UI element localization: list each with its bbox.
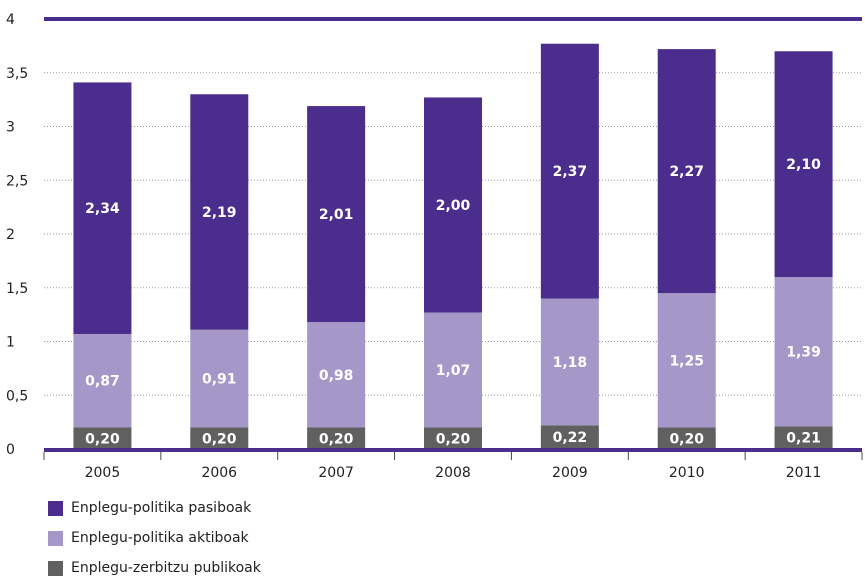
bar-segment xyxy=(424,427,482,449)
bar-segment xyxy=(73,333,132,428)
bar-segment xyxy=(540,425,599,449)
bar-segment xyxy=(190,329,249,428)
bar-segment xyxy=(657,427,716,449)
data-label: 2,37 xyxy=(553,164,588,180)
x-tick-label: 2008 xyxy=(435,465,471,481)
data-label: 1,18 xyxy=(553,355,588,371)
bar-segment xyxy=(540,298,599,426)
y-tick-label: 3 xyxy=(6,120,15,136)
y-tick-label: 4 xyxy=(6,12,15,28)
bar-segment xyxy=(424,97,482,313)
data-label: 0,98 xyxy=(319,368,354,384)
bar-segment xyxy=(190,94,249,330)
data-label: 2,01 xyxy=(319,207,354,223)
data-label: 2,19 xyxy=(202,205,237,221)
data-label: 0,20 xyxy=(202,431,237,447)
bar-segment xyxy=(657,293,716,428)
data-label: 2,27 xyxy=(669,164,704,180)
data-label: 2,00 xyxy=(436,198,471,214)
bar-segment xyxy=(424,312,482,428)
legend-label-passive: Enplegu-politika pasiboak xyxy=(71,500,252,516)
bar-segment xyxy=(190,427,249,449)
legend-swatch-passive xyxy=(48,500,63,516)
y-tick-label: 2,5 xyxy=(6,173,28,189)
legend-label-active: Enplegu-politika aktiboak xyxy=(71,530,249,546)
legend: Enplegu-politika pasiboak Enplegu-politi… xyxy=(48,493,261,583)
y-tick-label: 3,5 xyxy=(6,66,28,82)
legend-item-active: Enplegu-politika aktiboak xyxy=(48,523,261,553)
bar-segment xyxy=(774,277,833,427)
bar-segment xyxy=(307,106,366,323)
x-tick-label: 2009 xyxy=(552,465,588,481)
x-tick-label: 2007 xyxy=(318,465,354,481)
data-label: 2,10 xyxy=(786,157,821,173)
y-tick-label: 2 xyxy=(6,227,15,243)
data-label: 2,34 xyxy=(85,201,120,217)
x-tick-label: 2010 xyxy=(669,465,705,481)
legend-label-public: Enplegu-zerbitzu publikoak xyxy=(71,560,261,576)
data-label: 1,39 xyxy=(786,345,821,361)
bar-segment xyxy=(774,51,833,277)
data-label: 0,22 xyxy=(553,430,588,446)
bar-segment xyxy=(73,427,132,449)
stacked-bar-chart: 0 0,5 1 1,5 2 2,5 3 3,5 4 0,20 0,87 2,34 2005 0,20 0,9… xyxy=(6,12,863,481)
bar-segment xyxy=(307,427,366,449)
legend-swatch-active xyxy=(48,530,63,546)
bar-segment xyxy=(657,49,716,294)
data-label: 0,20 xyxy=(669,431,704,447)
legend-item-passive: Enplegu-politika pasiboak xyxy=(48,493,261,523)
legend-swatch-public xyxy=(48,560,63,576)
y-tick-label: 0,5 xyxy=(6,388,28,404)
data-label: 1,25 xyxy=(669,353,704,369)
x-tick-label: 2005 xyxy=(85,465,121,481)
data-label: 0,20 xyxy=(85,431,120,447)
data-label: 0,21 xyxy=(786,431,821,447)
bar-segment xyxy=(774,426,833,449)
x-tick-label: 2006 xyxy=(201,465,237,481)
data-label: 0,91 xyxy=(202,372,237,388)
bar-segment xyxy=(307,322,366,428)
bar-segment xyxy=(73,82,132,334)
y-tick-label: 1 xyxy=(6,335,15,351)
data-label: 0,87 xyxy=(85,374,120,390)
data-label: 1,07 xyxy=(436,363,471,379)
data-label: 0,20 xyxy=(436,431,471,447)
data-label: 0,20 xyxy=(319,431,354,447)
x-tick-label: 2011 xyxy=(786,465,822,481)
y-tick-label: 0 xyxy=(6,442,15,458)
y-tick-label: 1,5 xyxy=(6,281,28,297)
legend-item-public: Enplegu-zerbitzu publikoak xyxy=(48,553,261,583)
bar-segment xyxy=(540,43,599,299)
